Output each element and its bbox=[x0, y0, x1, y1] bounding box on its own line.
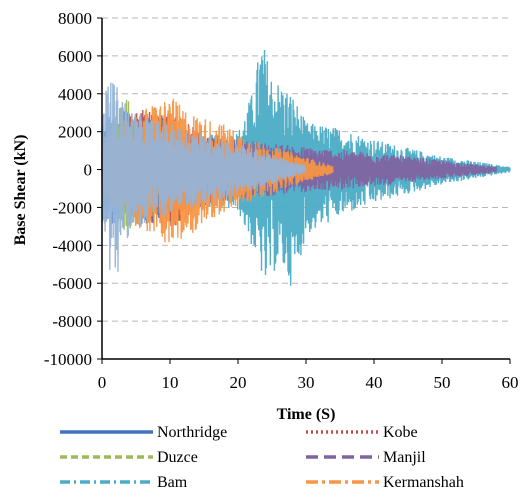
x-tick-label: 30 bbox=[298, 373, 315, 392]
y-axis-title: Base Shear (kN) bbox=[12, 135, 29, 246]
y-tick-label: 8000 bbox=[58, 9, 92, 28]
legend-label: Bam bbox=[157, 474, 188, 491]
y-tick-label: -10000 bbox=[44, 350, 92, 369]
legend-label: Duzce bbox=[157, 449, 198, 466]
y-tick-label: -6000 bbox=[52, 274, 92, 293]
x-tick-label: 0 bbox=[98, 373, 107, 392]
y-tick-label: 0 bbox=[84, 161, 93, 180]
x-axis-title: Time (S) bbox=[277, 406, 336, 423]
y-tick-label: 4000 bbox=[58, 85, 92, 104]
legend-item: Manjil bbox=[306, 449, 426, 466]
x-tick-label: 60 bbox=[502, 373, 519, 392]
legend-label: Kobe bbox=[383, 424, 418, 441]
x-tick-label: 20 bbox=[230, 373, 247, 392]
x-tick-label: 40 bbox=[366, 373, 383, 392]
y-tick-label: -4000 bbox=[52, 236, 92, 255]
y-tick-label: 6000 bbox=[58, 47, 92, 66]
y-tick-label: -2000 bbox=[52, 198, 92, 217]
legend-item: Kermanshah bbox=[306, 474, 464, 491]
legend-item: Duzce bbox=[60, 449, 198, 466]
legend-label: Northridge bbox=[157, 424, 227, 441]
legend-item: Northridge bbox=[60, 424, 227, 441]
legend-label: Manjil bbox=[383, 449, 426, 466]
y-tick-label: -8000 bbox=[52, 312, 92, 331]
axes: 8000 6000 4000 2000 0 -2000 -4000 -6000 -8000 -10… bbox=[44, 9, 519, 392]
series-line-unlabeled bbox=[101, 82, 307, 272]
y-tick-label: 2000 bbox=[58, 123, 92, 142]
legend-item: Kobe bbox=[306, 424, 418, 441]
plot-area bbox=[101, 49, 511, 286]
legend: Northridge Kobe Duzce Manjil Bam Kermanshah bbox=[60, 424, 464, 491]
x-tick-label: 50 bbox=[434, 373, 451, 392]
x-tick-label: 10 bbox=[162, 373, 179, 392]
legend-item: Bam bbox=[60, 474, 188, 491]
legend-label: Kermanshah bbox=[383, 474, 464, 491]
